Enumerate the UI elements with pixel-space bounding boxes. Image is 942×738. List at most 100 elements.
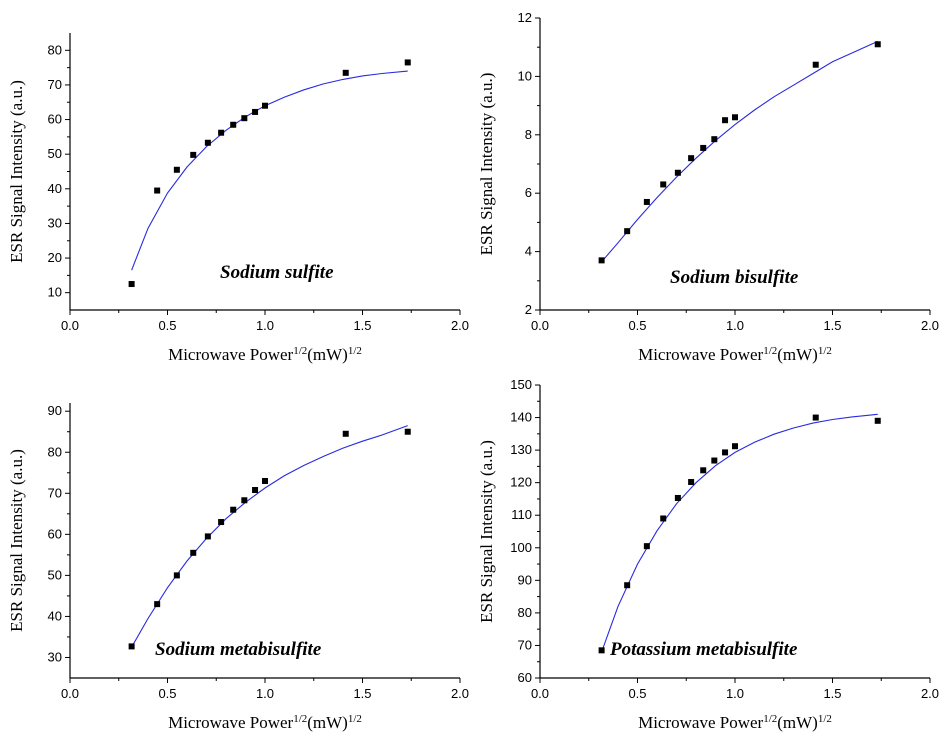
fit-curve xyxy=(131,70,408,271)
y-tick-label: 130 xyxy=(510,442,532,457)
data-point xyxy=(732,114,738,121)
chart-panel-3: 0.0 0.5 1.0 1.5 2.0 30 40 50 60 70 80 90 Microwave P… xyxy=(7,403,469,732)
data-point xyxy=(262,102,268,109)
x-tick-label: 1.5 xyxy=(823,686,841,701)
data-point xyxy=(624,228,631,235)
y-tick-label: 120 xyxy=(510,475,532,490)
data-point xyxy=(154,187,161,194)
data-point xyxy=(241,115,248,122)
data-point xyxy=(624,582,631,589)
x-axis-title-superscript: 1/2 xyxy=(818,713,832,725)
data-point xyxy=(218,129,225,136)
fit-curve xyxy=(601,40,878,263)
y-axis-title: ESR Signal Intensity (a.u.) xyxy=(477,73,496,256)
y-tick-label: 80 xyxy=(518,605,532,620)
x-axis-title-part: (mW) xyxy=(307,713,348,732)
y-tick-label: 90 xyxy=(48,403,62,418)
x-tick-label: 1.0 xyxy=(726,318,744,333)
y-tick-label: 40 xyxy=(48,181,62,196)
data-point xyxy=(342,430,349,437)
y-tick-label: 80 xyxy=(48,444,62,459)
data-point xyxy=(688,155,695,162)
x-tick-label: 0.5 xyxy=(628,686,646,701)
data-point xyxy=(643,198,650,205)
y-tick-label: 10 xyxy=(518,68,532,83)
x-axis-title-superscript: 1/2 xyxy=(293,713,307,725)
data-point xyxy=(711,136,718,143)
y-tick-label: 140 xyxy=(510,410,532,425)
y-tick-label: 50 xyxy=(48,567,62,582)
x-tick-label: 0.0 xyxy=(61,686,79,701)
x-tick-label: 1.5 xyxy=(353,686,371,701)
y-tick-label: 60 xyxy=(518,670,532,685)
y-tick-label: 40 xyxy=(48,608,62,623)
data-point xyxy=(230,506,237,513)
y-tick-label: 30 xyxy=(48,649,62,664)
data-point xyxy=(218,519,225,526)
x-axis-title-superscript: 1/2 xyxy=(763,713,777,725)
data-point xyxy=(252,108,259,115)
x-axis-title-part: Microwave Power xyxy=(168,345,293,364)
y-tick-label: 100 xyxy=(510,540,532,555)
x-axis-title-part: Microwave Power xyxy=(638,345,763,364)
x-tick-label: 2.0 xyxy=(921,686,939,701)
y-tick-label: 70 xyxy=(48,77,62,92)
data-point xyxy=(598,647,605,654)
x-axis-title-part: Microwave Power xyxy=(168,713,293,732)
x-tick-label: 0.0 xyxy=(61,318,79,333)
y-tick-label: 2 xyxy=(525,302,532,317)
data-point xyxy=(404,59,411,66)
x-tick-label: 2.0 xyxy=(921,318,939,333)
y-tick-label: 150 xyxy=(510,377,532,392)
data-point xyxy=(154,601,161,608)
data-point xyxy=(252,487,259,494)
y-tick-label: 12 xyxy=(518,10,532,25)
data-point xyxy=(700,467,707,474)
data-point xyxy=(204,139,211,146)
x-tick-label: 1.5 xyxy=(823,318,841,333)
data-point xyxy=(190,151,197,158)
y-tick-label: 20 xyxy=(48,250,62,265)
data-point xyxy=(190,549,197,556)
data-point xyxy=(722,117,729,124)
y-tick-label: 90 xyxy=(518,572,532,587)
x-axis-title: Microwave Power1/2(mW)1/2 xyxy=(168,713,362,732)
x-axis-title-part: (mW) xyxy=(777,713,818,732)
y-tick-label: 60 xyxy=(48,526,62,541)
x-axis-title: Microwave Power1/2(mW)1/2 xyxy=(638,345,832,364)
data-point xyxy=(874,417,881,424)
x-tick-label: 0.5 xyxy=(158,318,176,333)
x-axis-title: Microwave Power1/2(mW)1/2 xyxy=(168,345,362,364)
data-point xyxy=(660,181,667,188)
x-axis-title-part: (mW) xyxy=(307,345,348,364)
data-point xyxy=(204,533,211,540)
x-tick-label: 2.0 xyxy=(451,318,469,333)
data-point xyxy=(812,61,819,68)
x-axis-title-part: Microwave Power xyxy=(638,713,763,732)
x-tick-label: 1.0 xyxy=(256,318,274,333)
data-point xyxy=(173,572,180,579)
x-tick-label: 0.0 xyxy=(531,318,549,333)
y-axis-title: ESR Signal Intensity (a.u.) xyxy=(7,80,26,263)
x-tick-label: 0.5 xyxy=(158,686,176,701)
data-point xyxy=(230,121,237,128)
data-point xyxy=(674,494,681,501)
x-axis-title-part: (mW) xyxy=(777,345,818,364)
data-point xyxy=(700,144,707,151)
data-point xyxy=(874,41,881,48)
data-point xyxy=(404,428,411,435)
x-axis-title-superscript: 1/2 xyxy=(348,345,362,357)
data-point xyxy=(262,477,268,484)
data-point xyxy=(342,69,349,76)
compound-label: Sodium bisulfite xyxy=(670,267,799,288)
y-tick-label: 10 xyxy=(48,285,62,300)
data-point xyxy=(128,643,135,650)
y-tick-label: 70 xyxy=(518,637,532,652)
y-tick-label: 30 xyxy=(48,215,62,230)
data-point xyxy=(128,281,135,288)
y-tick-label: 50 xyxy=(48,146,62,161)
compound-label: Potassium metabisulfite xyxy=(609,639,798,660)
y-tick-label: 4 xyxy=(525,244,532,259)
y-tick-label: 6 xyxy=(525,185,532,200)
